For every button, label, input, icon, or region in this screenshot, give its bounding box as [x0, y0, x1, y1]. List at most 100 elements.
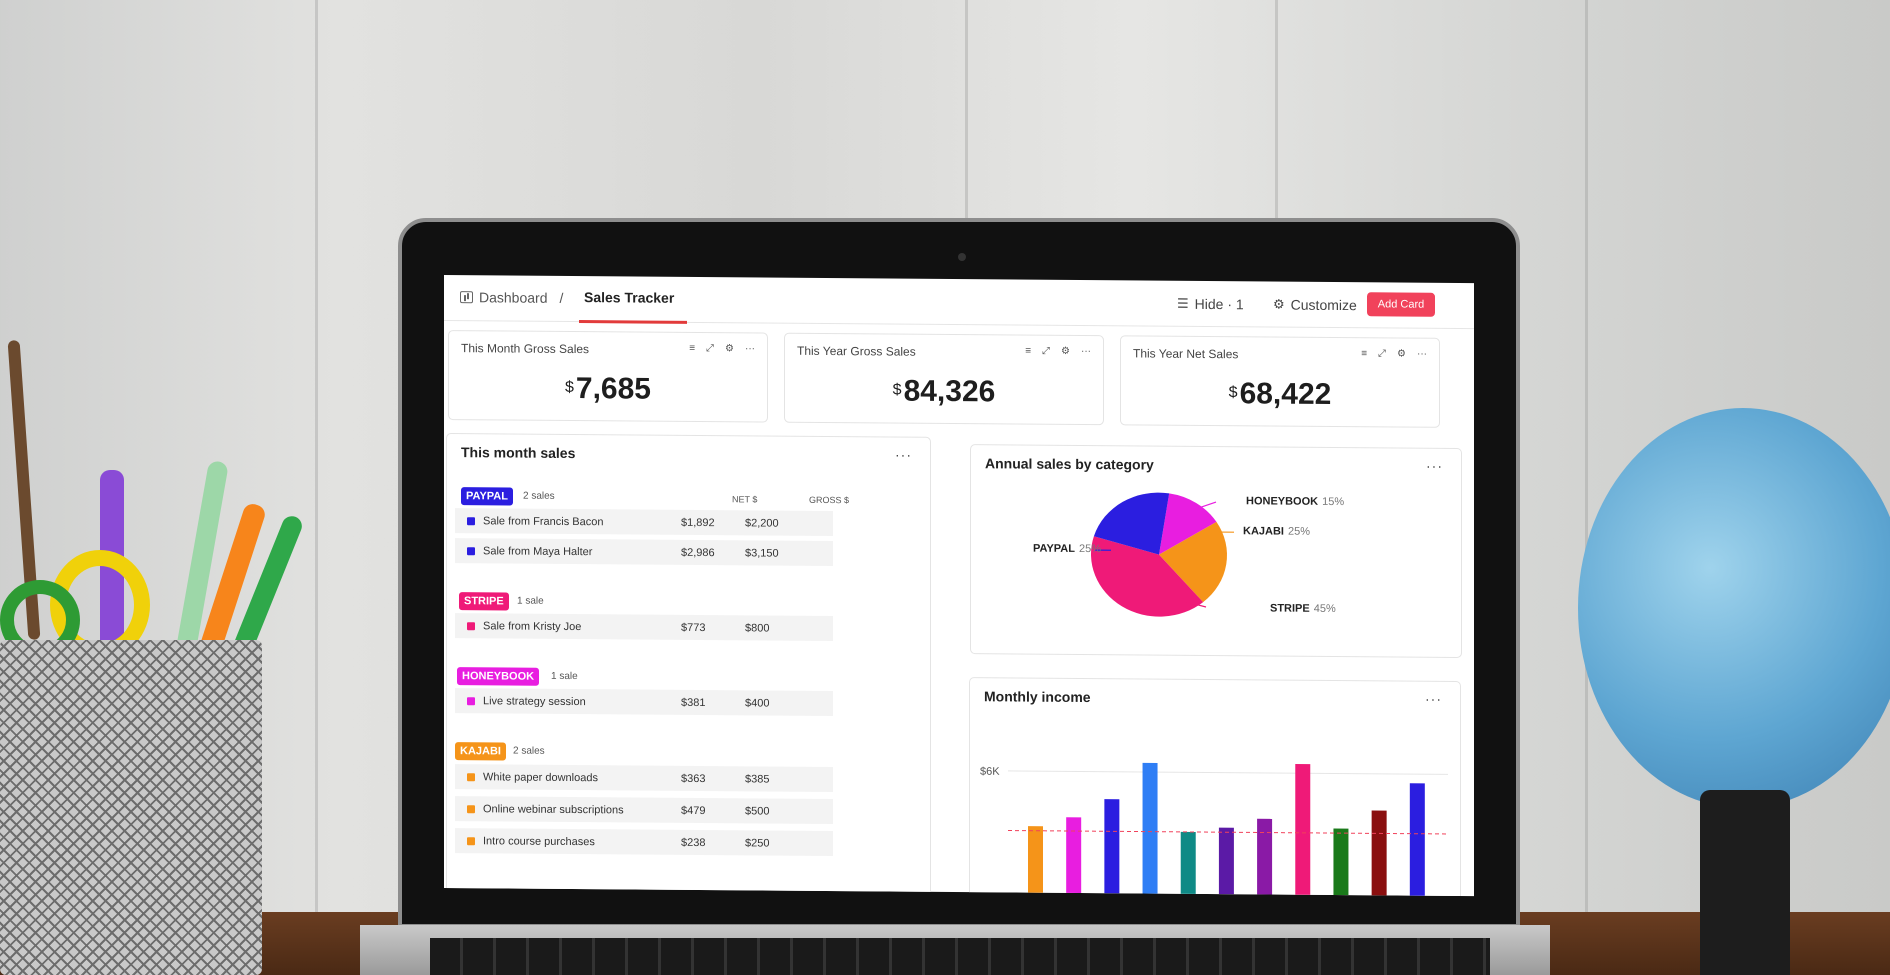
kpi-card-year-net: This Year Net Sales ≡ ⤢ ⚙ ··· $68,422 [1120, 335, 1440, 428]
bar[interactable] [1371, 810, 1387, 897]
add-card-button[interactable]: Add Card [1367, 292, 1435, 317]
section-title: This month sales [461, 444, 576, 462]
bar[interactable] [1180, 831, 1196, 897]
tag-stripe[interactable]: STRIPE [459, 592, 509, 611]
row-color-swatch [467, 621, 475, 630]
bar[interactable] [1028, 826, 1043, 897]
slice-pct: 15% [1322, 495, 1345, 509]
customize-label: Customize [1290, 296, 1357, 314]
expand-icon[interactable]: ⤢ [1378, 348, 1387, 360]
tab-sales-tracker[interactable]: Sales Tracker [584, 289, 675, 306]
breadcrumb: Dashboard / [460, 289, 563, 306]
table-row[interactable]: White paper downloads $363 $385 [455, 764, 833, 793]
row-net: $2,986 [681, 546, 715, 559]
customize-button[interactable]: ⚙ Customize [1273, 297, 1357, 314]
row-net: $1,892 [681, 516, 715, 529]
row-net: $479 [681, 804, 706, 817]
row-color-swatch [467, 696, 475, 705]
table-row[interactable]: Live strategy session $381 $400 [455, 688, 833, 717]
gear-icon[interactable]: ⚙ [1061, 345, 1070, 357]
annual-sales-card: Annual sales by category ··· HONEYBOOK 15… [970, 444, 1462, 658]
slice-name: STRIPE [1270, 602, 1310, 615]
bar[interactable] [1409, 783, 1425, 897]
sliders-icon: ☰ [1177, 295, 1189, 311]
bar-chart: $6K$3K [980, 762, 1448, 897]
pie-label-stripe: STRIPE 45% [1270, 602, 1336, 615]
dashboard-icon [460, 291, 473, 304]
leader-line [1185, 601, 1207, 608]
active-tab-indicator [579, 320, 687, 324]
expand-icon[interactable]: ⤢ [706, 343, 715, 355]
filter-icon[interactable]: ≡ [1361, 348, 1368, 360]
pie-slice-stripe[interactable] [1091, 536, 1204, 617]
row-color-swatch [467, 804, 475, 813]
wall-plank-line [1585, 0, 1588, 930]
slice-pct: 45% [1313, 602, 1336, 616]
filter-icon[interactable]: ≡ [689, 342, 696, 354]
webcam [958, 253, 966, 261]
y-tick-label: $6K [980, 766, 1000, 778]
table-row[interactable]: Sale from Maya Halter $2,986 $3,150 [455, 538, 833, 567]
pie-chart [1091, 492, 1234, 617]
sales-count: 2 sales [513, 745, 545, 757]
kpi-amount: 68,422 [1239, 377, 1332, 411]
card-tools: ≡ ⤢ ⚙ ··· [1361, 348, 1427, 360]
tag-kajabi[interactable]: KAJABI [455, 742, 506, 761]
bar[interactable] [1257, 818, 1273, 897]
expand-icon[interactable]: ⤢ [1042, 345, 1051, 357]
more-icon[interactable]: ··· [745, 343, 755, 355]
sales-count: 1 sale [517, 595, 544, 607]
col-gross-header: GROSS $ [809, 494, 850, 506]
breadcrumb-dashboard[interactable]: Dashboard [479, 289, 548, 306]
gear-icon[interactable]: ⚙ [725, 343, 734, 355]
gear-icon[interactable]: ⚙ [1397, 348, 1406, 360]
card-tools: ≡ ⤢ ⚙ ··· [1025, 346, 1091, 358]
bar[interactable] [1142, 762, 1158, 897]
pencil-cup [0, 640, 262, 975]
globe-stand [1700, 790, 1790, 975]
filter-icon[interactable]: ≡ [1025, 345, 1032, 357]
bar[interactable] [1295, 764, 1311, 897]
row-net: $363 [681, 772, 706, 785]
card-tools: ≡ ⤢ ⚙ ··· [689, 343, 755, 355]
sales-count: 1 sale [551, 670, 578, 683]
bar[interactable] [1218, 827, 1234, 897]
bar[interactable] [1066, 817, 1082, 897]
bar[interactable] [1333, 828, 1349, 897]
month-sales-card: This month sales ··· NET $ GROSS $ PAYPA… [446, 433, 931, 897]
kpi-value: $68,422 [1121, 376, 1439, 412]
row-color-swatch [467, 772, 475, 781]
monthly-income-card: Monthly income ··· $6K$3K [969, 677, 1461, 897]
wall-plank-line [1275, 0, 1278, 240]
row-name: Live strategy session [483, 694, 586, 708]
tag-paypal[interactable]: PAYPAL [461, 487, 513, 506]
bar[interactable] [1104, 799, 1120, 897]
table-row[interactable]: Online webinar subscriptions $479 $500 [455, 796, 833, 825]
pie-slice-honeybook[interactable] [1159, 493, 1217, 555]
row-net: $381 [681, 696, 706, 709]
kpi-title: This Month Gross Sales [461, 341, 590, 357]
slice-name: PAYPAL [1033, 542, 1075, 555]
pie-slice-paypal[interactable] [1093, 492, 1170, 555]
table-row[interactable]: Sale from Kristy Joe $773 $800 [455, 613, 833, 642]
pie-label-paypal: PAYPAL 25% [1033, 543, 1101, 556]
more-icon[interactable]: ··· [1081, 346, 1091, 358]
row-gross: $385 [745, 772, 770, 786]
hide-button[interactable]: ☰ Hide · 1 [1177, 296, 1244, 313]
table-row[interactable]: Sale from Francis Bacon $1,892 $2,200 [455, 508, 833, 537]
pie-slice-kajabi[interactable] [1159, 521, 1227, 603]
tag-honeybook[interactable]: HONEYBOOK [457, 667, 540, 686]
table-row[interactable]: Intro course purchases $238 $250 [455, 828, 833, 857]
kpi-value: $84,326 [785, 374, 1103, 410]
row-name: Intro course purchases [483, 834, 595, 848]
row-name: Sale from Francis Bacon [483, 514, 604, 528]
slice-pct: 25% [1287, 525, 1310, 538]
row-gross: $400 [745, 696, 770, 710]
more-icon[interactable]: ··· [1417, 348, 1427, 360]
row-gross: $500 [745, 804, 770, 818]
slice-name: KAJABI [1243, 525, 1284, 538]
gear-icon: ⚙ [1273, 296, 1285, 312]
more-icon[interactable]: ··· [895, 446, 912, 463]
top-bar: Dashboard / Sales Tracker ☰ Hide · 1 ⚙ C… [444, 275, 1474, 330]
currency-symbol: $ [1228, 384, 1238, 402]
